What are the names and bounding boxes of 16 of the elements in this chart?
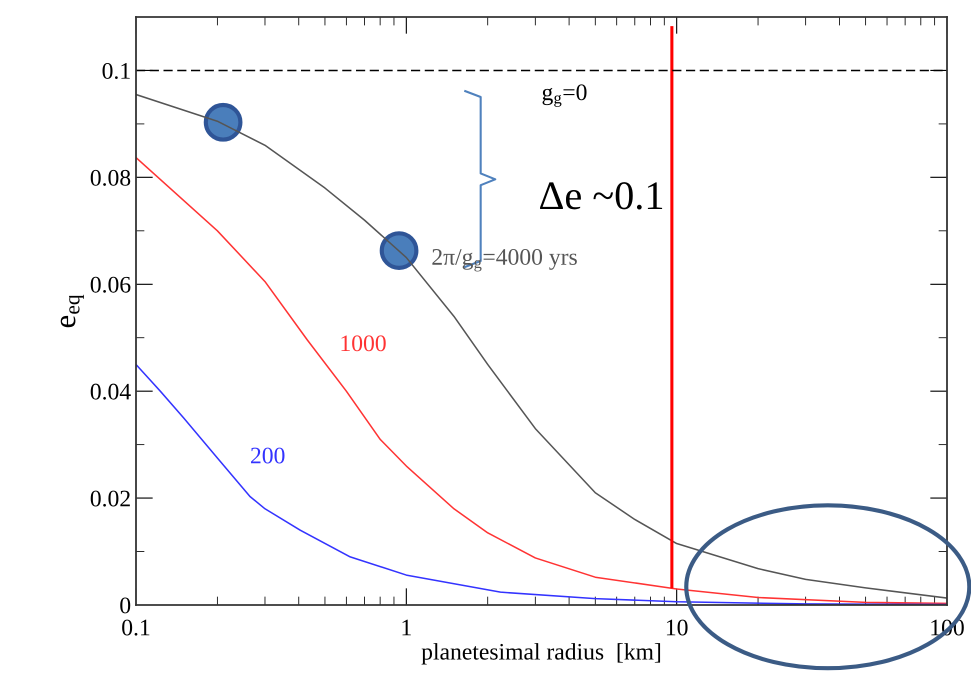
x-axis-title: planetesimal radius [km] [422, 643, 660, 664]
y-tick-label: 0.08 [90, 170, 130, 186]
y-tick-label: 0.04 [90, 384, 131, 400]
ref-line-label: g$_{g}$=0 [542, 84, 587, 107]
y-tick-label: 0 [120, 597, 130, 614]
y-tick-label: 0.1 [102, 62, 130, 79]
y-axis-title: e$_{eq}$ [60, 294, 84, 328]
series-label: 2π/g$_{g}$=4000 yrs [432, 248, 577, 272]
y-tick-label: 0.06 [90, 276, 130, 293]
annotation: Δe ~0.1 [540, 182, 662, 210]
x-tick-label: 0.1 [122, 620, 150, 636]
series-label: 1000 [341, 335, 386, 352]
x-tick-label: 10 [666, 620, 688, 636]
series-label: 200 [251, 448, 284, 464]
y-tick-label: 0.02 [90, 490, 130, 507]
x-tick-label: 1 [402, 620, 411, 636]
